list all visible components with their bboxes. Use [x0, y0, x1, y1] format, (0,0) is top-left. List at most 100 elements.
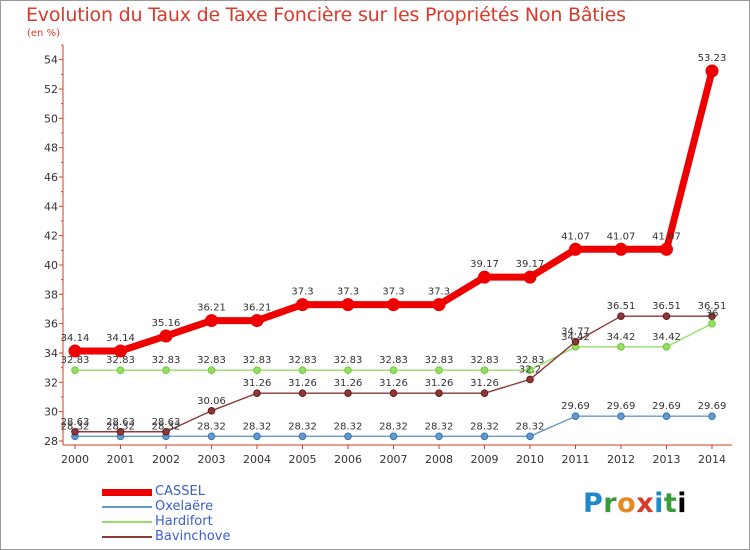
data-label-hardifort: 32.83: [152, 355, 181, 366]
data-point-hardifort: [617, 343, 625, 351]
data-point-oxelare: [253, 432, 261, 441]
data-label-cassel: 37.3: [337, 287, 359, 298]
data-label-bavinchove: 36.51: [698, 301, 727, 312]
x-tick-label: 2005: [289, 453, 317, 466]
x-tick-label: 2010: [516, 453, 544, 466]
data-label-bavinchove: 34.77: [561, 327, 590, 338]
data-point-hardifort: [207, 366, 216, 374]
data-label-bavinchove: 28.63: [152, 417, 181, 428]
data-point-bavinchove: [298, 389, 307, 397]
data-point-bavinchove: [162, 427, 170, 436]
data-label-bavinchove: 31.26: [243, 378, 272, 389]
data-point-bavinchove: [71, 427, 79, 436]
legend-swatch-hardifort: [102, 521, 152, 523]
y-tick-label: 30: [44, 406, 58, 419]
data-point-hardifort: [526, 366, 534, 374]
data-point-oxelare: [389, 432, 398, 441]
x-tick-label: 2011: [562, 453, 590, 466]
data-label-bavinchove: 36.51: [652, 301, 681, 312]
data-label-hardifort: 32.83: [516, 355, 545, 366]
legend-label-cassel: CASSEL: [155, 484, 205, 499]
y-tick-label: 42: [44, 230, 58, 243]
data-label-bavinchove: 31.26: [379, 378, 408, 389]
data-label-cassel: 41.07: [607, 231, 636, 242]
data-label-cassel: 34.14: [106, 333, 135, 344]
data-point-hardifort: [708, 319, 716, 328]
data-label-oxelare: 28.32: [288, 421, 317, 432]
data-point-bavinchove: [662, 312, 671, 320]
x-tick-label: 2014: [698, 453, 726, 466]
data-point-cassel: [478, 270, 491, 284]
y-tick-label: 38: [44, 288, 58, 301]
data-point-oxelare: [480, 432, 489, 441]
data-label-oxelare: 28.32: [197, 421, 226, 432]
data-point-bavinchove: [571, 337, 580, 346]
data-point-bavinchove: [617, 312, 625, 320]
data-label-cassel: 36.21: [197, 303, 226, 314]
data-label-cassel: 41.07: [652, 231, 681, 242]
x-tick-label: 2006: [334, 453, 362, 466]
data-label-oxelare: 28.32: [61, 421, 90, 432]
data-point-cassel: [68, 344, 82, 358]
x-tick-label: 2009: [471, 453, 499, 466]
x-tick-label: 2000: [61, 453, 89, 466]
data-label-bavinchove: 28.63: [106, 417, 135, 428]
data-label-hardifort: 32.83: [197, 355, 226, 366]
data-point-oxelare: [617, 412, 625, 421]
data-point-hardifort: [298, 366, 307, 374]
data-label-cassel: 34.14: [61, 333, 90, 344]
y-tick-label: 32: [44, 376, 58, 389]
data-label-cassel: 37.3: [382, 287, 404, 298]
data-point-oxelare: [207, 432, 216, 441]
data-label-oxelare: 29.69: [607, 401, 636, 412]
data-point-bavinchove: [207, 406, 216, 415]
data-label-cassel: 37.3: [428, 287, 450, 298]
y-tick-label: 44: [44, 200, 58, 213]
data-label-hardifort: 34.42: [652, 332, 681, 343]
data-point-bavinchove: [526, 375, 534, 384]
data-point-cassel: [569, 242, 582, 256]
data-point-hardifort: [480, 366, 489, 374]
y-tick-label: 54: [44, 54, 58, 67]
data-point-oxelare: [435, 432, 443, 441]
data-point-cassel: [341, 298, 355, 312]
data-point-hardifort: [389, 366, 398, 374]
data-point-oxelare: [344, 432, 352, 441]
data-point-oxelare: [708, 412, 716, 421]
data-point-cassel: [432, 298, 446, 312]
data-point-cassel: [114, 344, 127, 358]
legend-swatch-cassel: [102, 489, 152, 496]
data-label-hardifort: 34.42: [607, 332, 636, 343]
data-label-oxelare: 28.32: [106, 421, 135, 432]
x-tick-label: 2004: [243, 453, 271, 466]
legend-swatch-oxelaere: [102, 506, 152, 508]
legend-label-bavinchove: Bavinchove: [155, 529, 231, 544]
y-tick-label: 40: [44, 259, 58, 272]
x-tick-label: 2003: [198, 453, 226, 466]
data-label-bavinchove: 31.26: [470, 378, 499, 389]
data-point-oxelare: [571, 412, 580, 421]
data-label-oxelare: 29.69: [698, 401, 727, 412]
data-label-hardifort: 32.83: [470, 355, 499, 366]
data-label-cassel: 41.07: [561, 231, 590, 242]
y-tick-label: 36: [44, 318, 58, 331]
y-tick-label: 46: [44, 171, 58, 184]
data-point-cassel: [205, 314, 218, 328]
x-tick-label: 2007: [380, 453, 408, 466]
legend-swatch-bavinchove: [102, 536, 152, 538]
data-label-oxelare: 28.32: [470, 421, 499, 432]
data-point-bavinchove: [435, 389, 443, 397]
data-label-bavinchove: 32.2: [519, 364, 541, 375]
data-point-bavinchove: [708, 312, 716, 320]
data-label-oxelare: 28.32: [152, 421, 181, 432]
data-label-oxelare: 28.32: [334, 421, 363, 432]
series-markers: [68, 64, 719, 441]
data-label-bavinchove: 30.06: [197, 396, 226, 407]
data-label-oxelare: 28.32: [425, 421, 454, 432]
data-point-cassel: [159, 329, 173, 343]
x-tick-label: 2008: [425, 453, 453, 466]
data-point-bavinchove: [253, 389, 261, 397]
data-label-bavinchove: 28.63: [61, 417, 90, 428]
data-point-oxelare: [298, 432, 307, 441]
